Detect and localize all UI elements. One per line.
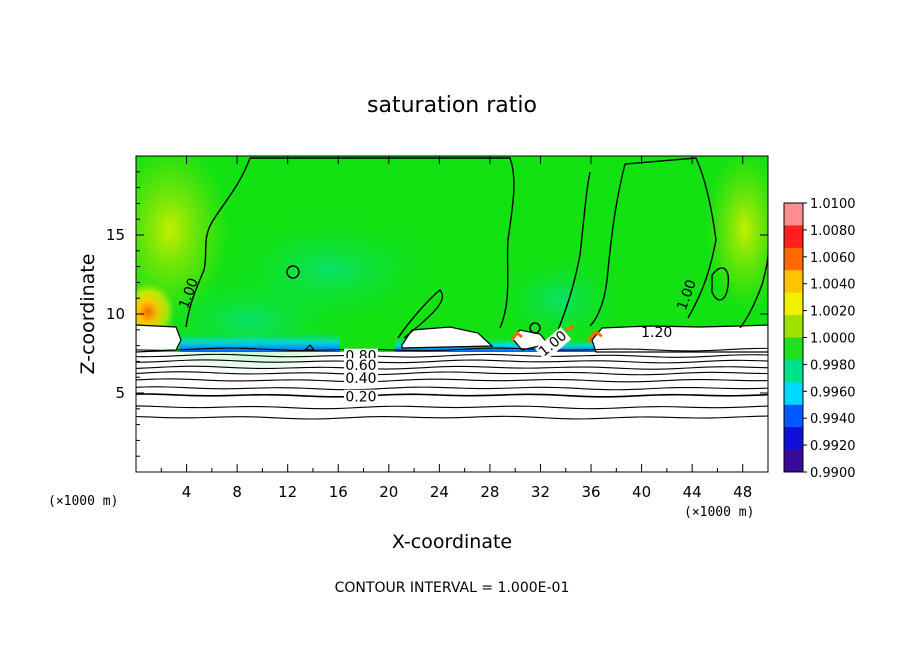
colorbar-swatch <box>784 382 803 406</box>
colorbar-label: 1.0060 <box>810 251 856 266</box>
colorbar: 1.0100 1.0080 1.0060 1.0040 1.0020 1.0000 0.99… <box>783 197 856 481</box>
cloud-region <box>136 324 182 353</box>
plot-area: 1.00 1.001.201.000.800.600.400.20 <box>135 155 769 473</box>
x-axis-label: X-coordinate <box>392 531 512 553</box>
field-feature <box>705 156 768 310</box>
colorbar-swatch <box>784 247 803 271</box>
colorbar-swatch <box>784 359 803 383</box>
field-feature <box>490 250 630 350</box>
layer-contour-line <box>136 347 768 352</box>
colorbar-swatch <box>784 315 803 338</box>
contour-line <box>529 322 541 334</box>
layer-contour-line <box>136 386 768 391</box>
colorbar-swatch <box>784 225 803 249</box>
contour-label: 1.20 <box>641 325 672 341</box>
cloud-region <box>591 324 768 353</box>
x-tick-label: 48 <box>733 483 752 501</box>
colorbar-label: 1.0040 <box>810 278 856 293</box>
x-tick-label: 44 <box>683 483 702 501</box>
contour-label: 0.40 <box>345 371 376 387</box>
contour-line <box>739 254 768 329</box>
contour-label: 0.60 <box>345 358 376 374</box>
colorbar-label: 0.9940 <box>810 412 856 427</box>
cloud-edge <box>565 324 575 332</box>
x-tick-label: 32 <box>531 483 550 501</box>
x-tick-label: 4 <box>182 483 192 501</box>
colorbar-label: 1.0100 <box>810 197 856 212</box>
field-feature <box>180 330 340 352</box>
colorbar-swatch <box>784 337 803 361</box>
layer-contour-line <box>136 415 768 420</box>
cloud-edge <box>586 330 603 343</box>
field-feature <box>210 210 450 330</box>
layer-contour-line <box>136 371 768 376</box>
colorbar-swatch <box>784 404 803 428</box>
y-tick-label: 15 <box>106 226 125 244</box>
contour-line <box>185 157 251 328</box>
layer-contour-line <box>136 365 768 370</box>
x-tick-label: 8 <box>232 483 242 501</box>
colorbar-label: 1.0020 <box>810 305 856 320</box>
colorbar-label: 0.9980 <box>810 358 856 373</box>
contour-interval-note: CONTOUR INTERVAL = 1.000E-01 <box>335 580 570 596</box>
colorbar-label: 1.0080 <box>810 224 856 239</box>
colorbar-swatch <box>784 427 803 450</box>
contour-line <box>397 289 444 339</box>
x-axis: 4 8 12 16 20 24 28 32 36 40 44 48 <box>160 156 752 501</box>
layer-contour-line <box>136 393 768 398</box>
x-tick-label: 20 <box>379 483 398 501</box>
contour-line <box>711 267 729 301</box>
x-unit-label-left: (×1000 m) <box>48 494 118 509</box>
y-axis: 5 10 15 <box>106 171 768 457</box>
chart-title: saturation ratio <box>367 93 537 118</box>
contour-label-bg <box>534 326 572 362</box>
layer-contour-line <box>136 359 768 364</box>
layer-contours <box>136 347 768 420</box>
x-unit-label-right: (×1000 m) <box>684 505 754 520</box>
y-tick-label: 10 <box>106 305 125 323</box>
contour-label-bg <box>343 370 378 387</box>
contour-label-bg <box>343 358 378 375</box>
layer-contour-line <box>136 378 768 383</box>
contour-label: 0.20 <box>345 390 376 406</box>
colorbar-label: 0.9920 <box>810 439 856 454</box>
layer-contour-line <box>136 405 768 410</box>
colorbar-label: 1.0000 <box>810 332 856 347</box>
contour-label-bg <box>343 389 378 406</box>
contour-line <box>250 157 515 329</box>
x-tick-label: 12 <box>278 483 297 501</box>
contour-line <box>557 171 591 331</box>
x-tick-label: 40 <box>632 483 651 501</box>
layer-contour-line <box>136 353 768 358</box>
colorbar-label: 0.9900 <box>810 466 856 481</box>
x-tick-label: 16 <box>329 483 348 501</box>
contour-line <box>589 157 717 327</box>
colorbar-swatch <box>784 292 803 316</box>
x-tick-label: 36 <box>581 483 600 501</box>
x-tick-label: 24 <box>430 483 449 501</box>
cloud-edge <box>510 330 523 341</box>
y-axis-label: Z-coordinate <box>77 254 99 375</box>
colorbar-swatch <box>784 203 803 226</box>
colorbar-swatch <box>784 270 803 294</box>
colorbar-swatch <box>784 449 803 473</box>
contour-line <box>286 265 300 279</box>
cloud-region <box>401 326 494 349</box>
x-tick-label: 28 <box>480 483 499 501</box>
colorbar-label: 0.9960 <box>810 385 856 400</box>
y-tick-label: 5 <box>115 384 125 402</box>
